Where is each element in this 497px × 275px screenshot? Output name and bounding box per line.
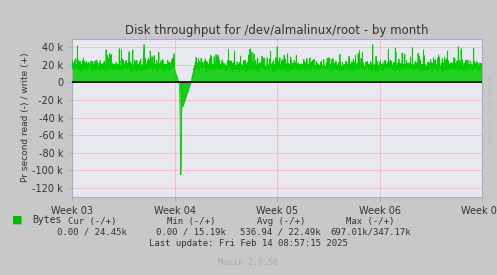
Text: Cur (-/+): Cur (-/+) xyxy=(68,217,116,226)
Text: Last update: Fri Feb 14 08:57:15 2025: Last update: Fri Feb 14 08:57:15 2025 xyxy=(149,239,348,248)
Text: 0.00 / 15.19k: 0.00 / 15.19k xyxy=(157,228,226,237)
Text: Avg (-/+): Avg (-/+) xyxy=(256,217,305,226)
Text: ■: ■ xyxy=(12,215,23,225)
Y-axis label: Pr second read (-) / write (+): Pr second read (-) / write (+) xyxy=(20,53,29,182)
Text: RRDTOOL / TOBI OETIKER: RRDTOOL / TOBI OETIKER xyxy=(489,73,494,142)
Text: 536.94 / 22.49k: 536.94 / 22.49k xyxy=(241,228,321,237)
Text: 0.00 / 24.45k: 0.00 / 24.45k xyxy=(57,228,127,237)
Text: Min (-/+): Min (-/+) xyxy=(167,217,216,226)
Text: Munin 2.0.56: Munin 2.0.56 xyxy=(219,258,278,267)
Text: Bytes: Bytes xyxy=(32,215,62,225)
Text: Max (-/+): Max (-/+) xyxy=(346,217,395,226)
Text: 697.01k/347.17k: 697.01k/347.17k xyxy=(330,228,411,237)
Title: Disk throughput for /dev/almalinux/root - by month: Disk throughput for /dev/almalinux/root … xyxy=(125,24,429,37)
